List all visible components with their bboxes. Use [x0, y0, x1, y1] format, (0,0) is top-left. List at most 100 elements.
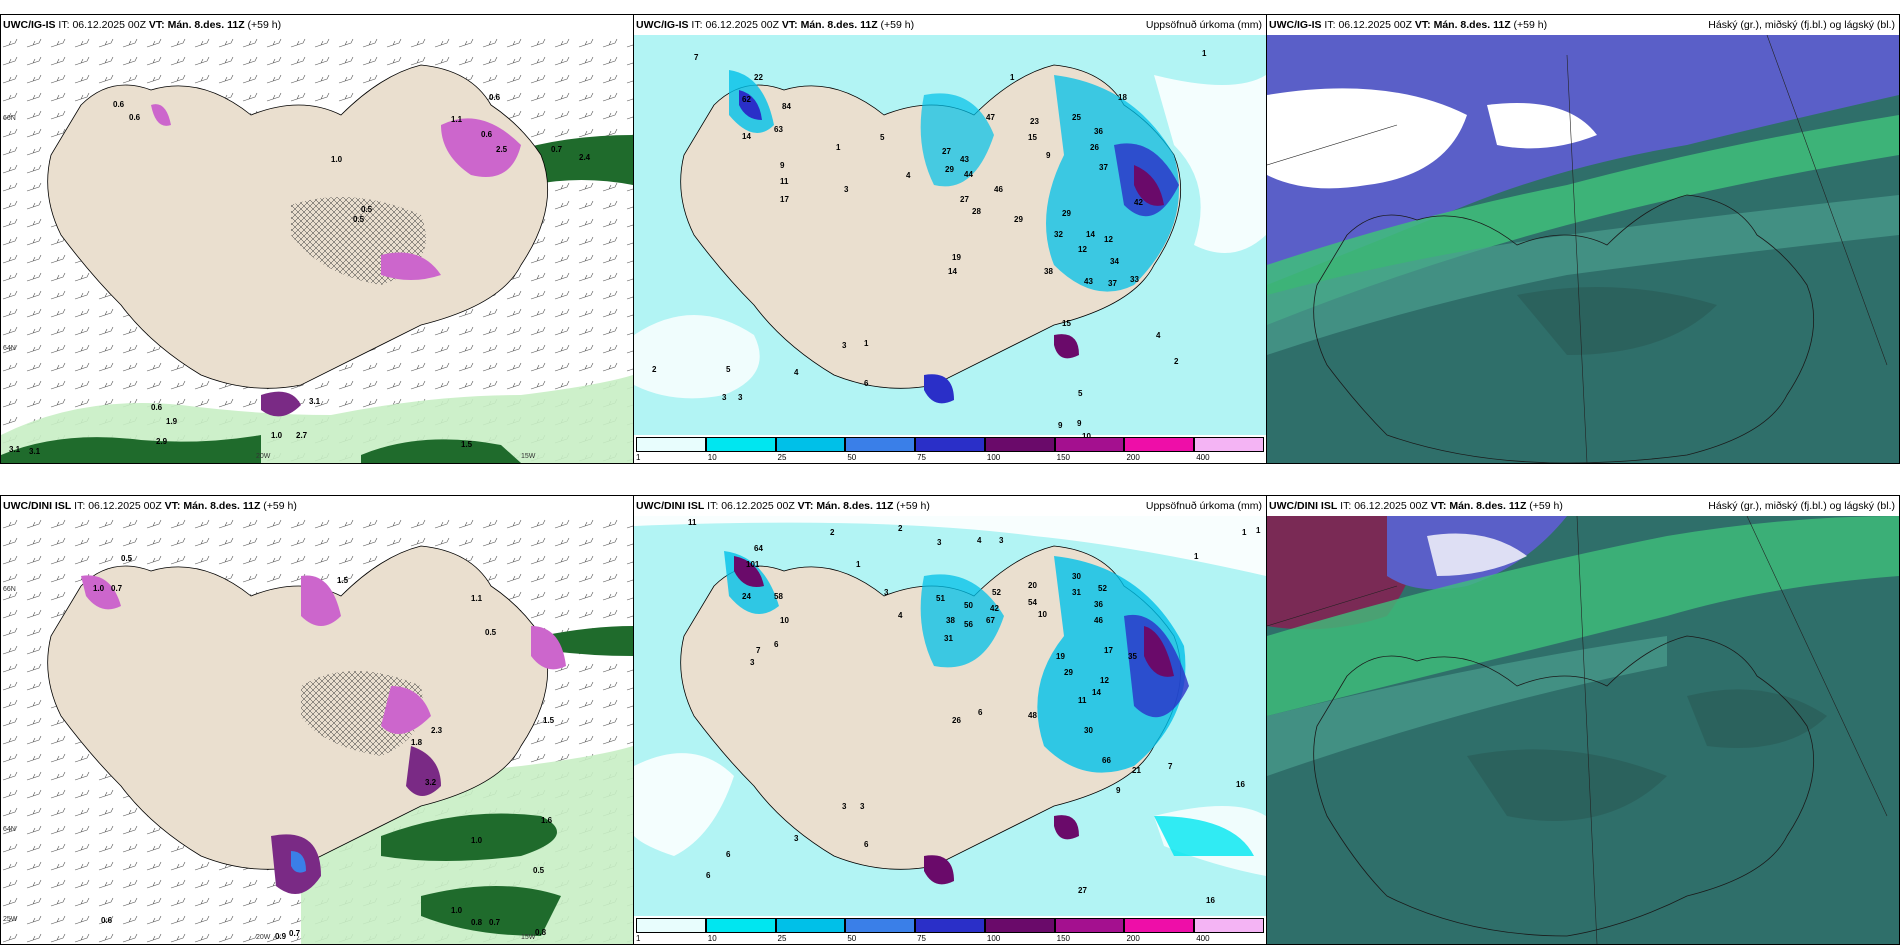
value-label: 0.8 [535, 928, 547, 937]
it-label: IT: [58, 19, 70, 31]
value-label: 17 [780, 195, 789, 204]
value-label: 6 [774, 640, 779, 649]
value-label: 36 [1094, 127, 1103, 136]
value-label: 42 [1134, 198, 1143, 207]
value-label: 16 [1206, 896, 1215, 905]
value-label: 43 [1084, 277, 1093, 286]
value-label: 2.5 [496, 145, 508, 154]
map-canvas [634, 516, 1266, 916]
value-label: 2 [1174, 357, 1179, 366]
value-label: 0.5 [121, 554, 133, 563]
map-canvas [1267, 34, 1899, 463]
value-label: 56 [964, 620, 973, 629]
lon-label: 15W [521, 934, 536, 941]
value-label: 12 [1104, 235, 1113, 244]
map-cloud-cover [1267, 515, 1899, 944]
colorbar-swatch [1124, 918, 1195, 933]
model-name: UWC/DINI ISL [1269, 500, 1338, 512]
value-label: 11 [688, 518, 697, 527]
value-label: 21 [1132, 766, 1141, 775]
value-label: 47 [986, 113, 995, 122]
value-label: 9 [780, 161, 785, 170]
map-canvas [1, 516, 633, 944]
value-label: 3.1 [29, 447, 41, 456]
value-label: 0.7 [111, 584, 123, 593]
map-title: Uppsöfnuð úrkoma (mm) [1145, 19, 1262, 31]
value-label: 9 [1116, 786, 1121, 795]
value-label: 6 [864, 379, 869, 388]
colorbar-tick-label: 100 [986, 453, 1001, 462]
value-label: 4 [1156, 331, 1161, 340]
value-label: 3 [794, 834, 799, 843]
value-label: 11 [780, 177, 789, 186]
colorbar-swatch [845, 437, 916, 452]
lat-label: 64N [3, 826, 16, 833]
value-label: 1.1 [471, 594, 483, 603]
vt-label: VT: Mán. 8.des. 11Z [148, 19, 245, 31]
it-value: 06.12.2025 00Z [705, 19, 779, 31]
value-label: 1 [836, 143, 841, 152]
value-label: 32 [1054, 230, 1063, 239]
value-label: 2.4 [579, 153, 591, 162]
value-label: 3 [860, 802, 865, 811]
lon-label: 20W [256, 453, 271, 460]
value-label: 6 [706, 871, 711, 880]
value-label: 1.5 [543, 716, 555, 725]
value-label: 2 [898, 524, 903, 533]
colorbar-swatch [636, 437, 706, 452]
lon-label: 25W [3, 916, 18, 923]
vt-label: VT: Mán. 8.des. 11Z [781, 19, 878, 31]
value-label: 28 [972, 207, 981, 216]
value-label: 31 [944, 634, 953, 643]
value-label: 9 [1046, 151, 1051, 160]
value-label: 6 [864, 840, 869, 849]
value-label: 29 [1014, 215, 1023, 224]
value-label: 5 [726, 365, 731, 374]
value-label: 1 [1194, 552, 1199, 561]
panel-bottom-left: UWC/DINI ISL IT: 06.12.2025 00Z VT: Mán.… [0, 495, 634, 945]
value-label: 2 [830, 528, 835, 537]
it-value: 06.12.2025 00Z [88, 500, 162, 512]
it-label: IT: [691, 19, 703, 31]
value-label: 0.6 [489, 93, 501, 102]
lat-label: 64N [3, 345, 16, 352]
colorbar-tick-label: 150 [1056, 453, 1071, 462]
map-cloud-cover [1267, 34, 1899, 463]
value-label: 1 [856, 560, 861, 569]
map-canvas [1, 35, 633, 463]
colorbar-swatch [1124, 437, 1195, 452]
value-label: 14 [1086, 230, 1095, 239]
value-label: 35 [1128, 652, 1137, 661]
value-label: 4 [977, 536, 982, 545]
colorbar-tick-label: 50 [847, 453, 857, 462]
value-label: 1.8 [411, 738, 423, 747]
map-accumulated-precip: 11 2 2 3 4 3 1 1 1 64 101 58 24 10 6 7 3… [634, 516, 1266, 916]
colorbar-tick-label: 400 [1196, 934, 1210, 943]
value-label: 23 [1030, 117, 1039, 126]
value-label: 1.6 [541, 816, 553, 825]
colorbar: 1 10 25 50 75 100 150 200 400 [636, 916, 1264, 944]
value-label: 3 [842, 341, 847, 350]
value-label: 38 [946, 616, 955, 625]
value-label: 0.5 [361, 205, 373, 214]
iceland-outline [1313, 635, 1815, 937]
value-label: 1.5 [337, 576, 349, 585]
value-label: 1 [1010, 73, 1015, 82]
vt-label: VT: Mán. 8.des. 11Z [797, 500, 894, 512]
value-label: 1.5 [461, 440, 473, 449]
value-label: 0.7 [551, 145, 563, 154]
value-label: 14 [948, 267, 957, 276]
value-label: 66 [1102, 756, 1111, 765]
colorbar-swatch [984, 437, 1055, 452]
value-label: 2.3 [431, 726, 443, 735]
colorbar-tick-label: 200 [1126, 934, 1140, 943]
value-label: 37 [1108, 279, 1117, 288]
value-label: 37 [1099, 163, 1108, 172]
model-name: UWC/IG-IS [3, 19, 56, 31]
value-label: 3 [750, 658, 755, 667]
value-label: 3.1 [309, 397, 321, 406]
it-value: 06.12.2025 00Z [721, 500, 795, 512]
value-label: 3 [844, 185, 849, 194]
value-label: 1 [1256, 526, 1261, 535]
map-title: Háský (gr.), miðský (fj.bl.) og lágský (… [1708, 19, 1895, 31]
